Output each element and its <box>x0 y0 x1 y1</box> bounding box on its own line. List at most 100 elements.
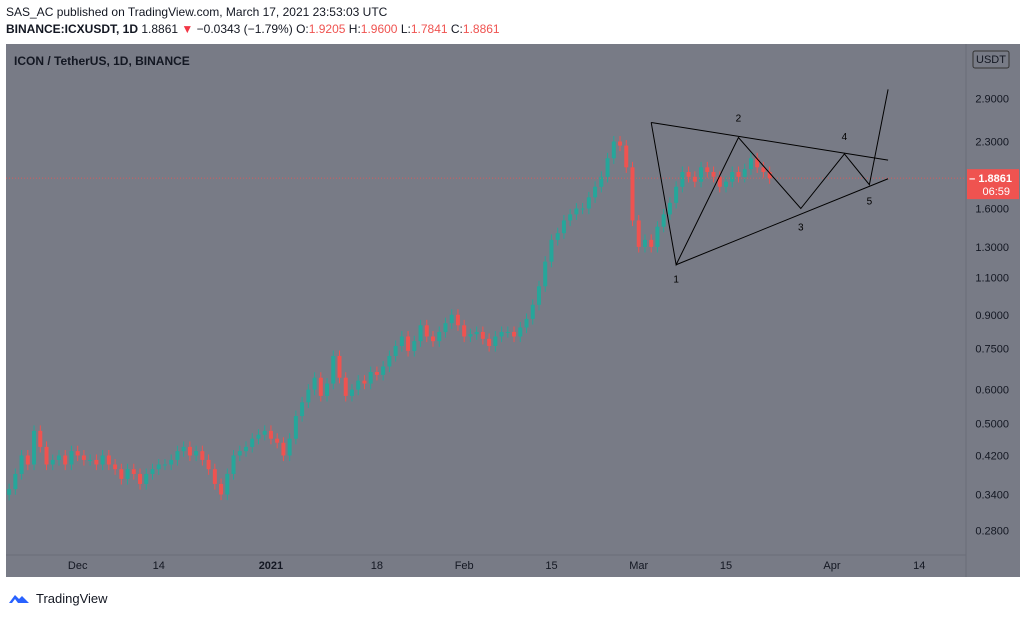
y-tick-label: 1.6000 <box>975 204 1009 216</box>
close-label: C: <box>450 22 463 36</box>
candle-body <box>374 372 379 375</box>
y-tick-label: 0.6000 <box>975 385 1009 397</box>
candle-body <box>736 171 741 177</box>
y-tick-label: 2.9000 <box>975 94 1009 106</box>
x-tick-label: Dec <box>68 560 88 572</box>
open-value: 1.9205 <box>308 22 346 36</box>
candle-body <box>312 377 317 390</box>
chart-title: ICON / TetherUS, 1D, BINANCE <box>14 54 190 68</box>
candle-body <box>169 459 174 465</box>
candle-body <box>44 446 49 465</box>
y-tick-label: 1.3000 <box>975 242 1009 254</box>
candle-body <box>443 323 448 332</box>
candle-body <box>113 464 118 470</box>
candle-body <box>275 438 280 443</box>
currency-label: USDT <box>976 54 1006 66</box>
candle-body <box>431 336 436 342</box>
candle-body <box>181 446 186 452</box>
candle-body <box>524 318 529 328</box>
candle-body <box>32 430 37 465</box>
candle-body <box>487 338 492 346</box>
candle-body <box>119 469 124 479</box>
candle-body <box>7 489 12 495</box>
upper-trendline[interactable] <box>651 121 889 161</box>
footer-brand-label: TradingView <box>36 590 108 606</box>
candle-body <box>325 383 330 396</box>
candle-body <box>437 331 442 342</box>
candle-body <box>219 483 224 495</box>
candle-body <box>493 336 498 346</box>
x-tick-label: Mar <box>629 560 648 572</box>
candle-body <box>611 141 616 159</box>
last-price-tag <box>967 169 1019 200</box>
candle-body <box>499 331 504 337</box>
high-value: 1.9600 <box>360 22 398 36</box>
candle-body <box>474 331 479 335</box>
candle-body <box>512 331 517 337</box>
candle-body <box>755 158 760 168</box>
high-label: H: <box>348 22 361 36</box>
candle-body <box>699 167 704 182</box>
candle-body <box>730 171 735 182</box>
candle-body <box>624 145 629 168</box>
candle-body <box>250 438 255 447</box>
candle-body <box>75 451 80 456</box>
candle-body <box>94 459 99 465</box>
candle-body <box>343 377 348 396</box>
candle-body <box>692 176 697 182</box>
candle-body <box>25 455 30 465</box>
lower-trendline[interactable] <box>675 178 889 266</box>
candle-body <box>100 455 105 465</box>
candle-body <box>518 327 523 337</box>
candle-body <box>318 377 323 396</box>
candle-body <box>106 455 111 465</box>
tradingview-logo-icon <box>9 595 29 603</box>
candle-body <box>281 442 286 456</box>
y-tick-label: 0.3400 <box>975 489 1009 501</box>
candle-body <box>661 214 666 227</box>
x-tick-label: 14 <box>913 560 925 572</box>
candle-body <box>56 455 61 460</box>
candle-body <box>356 380 361 390</box>
candle-body <box>387 355 392 367</box>
candle-body <box>256 434 261 439</box>
low-value: 1.7841 <box>410 22 448 36</box>
y-tick-label: 1.1000 <box>975 273 1009 285</box>
candle-body <box>505 331 510 333</box>
footer-branding: TradingView <box>8 590 108 606</box>
candle-body <box>13 473 18 490</box>
candle-body <box>642 239 647 247</box>
y-tick-label: 0.9000 <box>975 310 1009 322</box>
countdown-label: 06:59 <box>982 186 1010 198</box>
candle-body <box>81 455 86 460</box>
candle-body <box>306 389 311 403</box>
candle-body <box>88 459 93 461</box>
candle-body <box>212 469 217 484</box>
plot-background <box>6 44 966 577</box>
candle-body <box>418 325 423 342</box>
wave-label: 2 <box>736 114 742 125</box>
candle-body <box>125 469 130 479</box>
candle-body <box>424 325 429 337</box>
wave-label: 1 <box>673 275 679 286</box>
candle-body <box>287 438 292 456</box>
candle-body <box>686 171 691 177</box>
down-arrow-icon: ▼ <box>181 22 194 36</box>
candle-body <box>767 171 772 179</box>
candle-body <box>162 464 167 466</box>
candle-body <box>449 314 454 324</box>
candle-body <box>262 430 267 435</box>
x-tick-label: Apr <box>823 560 840 572</box>
candle-body <box>586 197 591 209</box>
candle-body <box>480 331 485 339</box>
candle-body <box>618 141 623 146</box>
currency-button[interactable] <box>972 50 1010 69</box>
candle-body <box>605 158 610 177</box>
candle-body <box>599 176 604 187</box>
candle-body <box>412 341 417 351</box>
candle-body <box>549 239 554 262</box>
candle-body <box>50 459 55 465</box>
candle-body <box>761 167 766 172</box>
wave-label: 5 <box>867 197 873 208</box>
